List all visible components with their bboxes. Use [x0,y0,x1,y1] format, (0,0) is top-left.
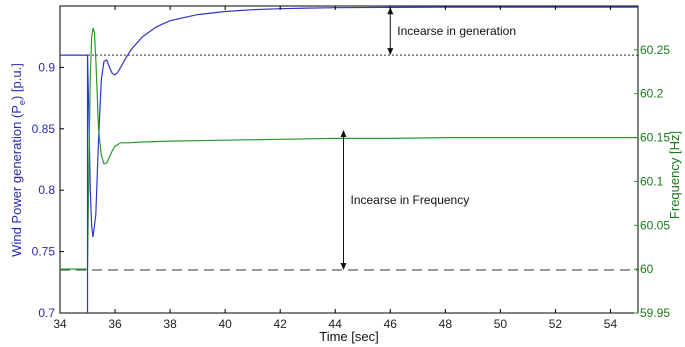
right-tick-label-0: 59.95 [640,306,670,320]
right-tick-label-4: 60.15 [640,131,670,145]
x-tick-label-3: 40 [218,317,232,331]
right-axis-label: Frequency [Hz] [667,131,682,219]
left-axis-label-main: Wind Power generation (P [9,105,24,257]
right-tick-label-2: 60.05 [640,218,670,232]
x-tick-label-7: 48 [439,317,453,331]
right-tick-label-3: 60.1 [640,174,664,188]
x-tick-label-10: 54 [604,317,618,331]
left-tick-label-1: 0.75 [32,245,56,259]
left-tick-label-3: 0.85 [32,122,56,136]
left-tick-label-4: 0.9 [38,60,55,74]
x-tick-label-1: 36 [108,317,122,331]
annotation-text-1: Incearse in Frequency [350,193,469,207]
left-axis-label: Wind Power generation (Pe) [p.u.] [9,63,27,257]
right-tick-label-6: 60.25 [640,43,670,57]
x-tick-label-5: 44 [329,317,343,331]
x-tick-label-8: 50 [494,317,508,331]
series-layer [60,6,638,313]
x-tick-label-4: 42 [274,317,288,331]
left-axis-ticks: 0.7 0.75 0.8 0.85 0.9 [32,60,64,320]
right-axis-ticks: 59.95 60 60.05 60.1 60.15 60.2 60.25 [634,43,670,320]
x-tick-label-6: 46 [384,317,398,331]
power-series-line [60,6,638,237]
left-tick-label-2: 0.8 [38,183,55,197]
x-axis-ticks: 34 36 38 40 42 44 46 48 50 52 54 [53,6,617,331]
annotation-layer: Incearse in generation Incearse in Freque… [340,7,516,271]
annotation-arrowhead-top-0 [387,7,394,15]
left-axis-label-sub: e [17,100,27,105]
frequency-series-line [60,27,638,270]
left-tick-label-0: 0.7 [38,306,55,320]
reference-lines [60,54,638,271]
x-tick-label-2: 38 [163,317,177,331]
left-axis-label-tail: ) [p.u.] [9,63,24,100]
right-tick-label-5: 60.2 [640,87,664,101]
annotation-arrowhead-top-1 [340,130,347,138]
annotation-arrowhead-bottom-0 [387,48,394,56]
annotation-arrowhead-bottom-1 [340,263,347,271]
x-tick-label-9: 52 [549,317,563,331]
annotation-text-0: Incearse in generation [397,24,516,38]
right-tick-label-1: 60 [640,262,654,276]
x-axis-label: Time [sec] [319,329,378,344]
plot-area [59,5,639,314]
x-tick-label-0: 34 [53,317,67,331]
